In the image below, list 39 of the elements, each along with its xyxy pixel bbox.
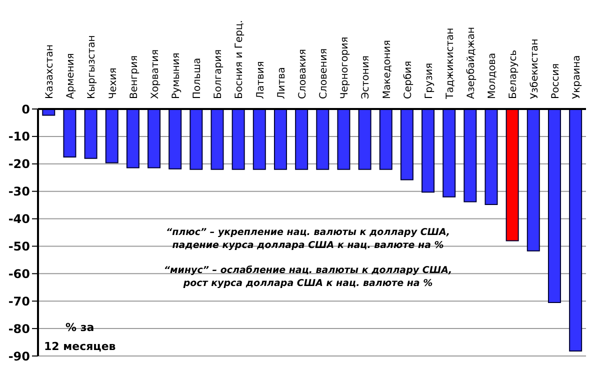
y-axis-title: % за 12 месяцев xyxy=(44,320,116,355)
x-tick-label: Казахстан xyxy=(44,44,56,99)
y-tick-label: -50 xyxy=(8,239,30,254)
y-tick-label: -60 xyxy=(8,266,30,281)
x-tick-label: Латвия xyxy=(255,61,266,99)
y-tick-label: -90 xyxy=(8,349,30,364)
x-tick-label: Босния и Герц. xyxy=(234,20,246,99)
x-tick-label: Сербия xyxy=(402,60,414,99)
x-tick-label: Молдова xyxy=(487,52,498,99)
y-tick-label: 0 xyxy=(22,102,30,116)
y-tick-label: -20 xyxy=(8,157,30,172)
x-tick-label: Украина xyxy=(571,55,582,99)
x-tick-label: Узбекистан xyxy=(529,38,540,99)
annotation: “плюс” – укрепление нац. валюты к доллару США, падение курса доллара США к нац. валюте на % xyxy=(164,226,451,252)
x-tick-label: Литва xyxy=(276,67,288,99)
y-tick-label: -40 xyxy=(8,212,30,226)
x-tick-label: Чехия xyxy=(108,68,119,99)
x-tick-label: Польша xyxy=(192,58,204,99)
x-tick-label: Румыния xyxy=(171,52,182,99)
x-tick-label: Азербайджан xyxy=(466,26,478,99)
x-tick-label: Таджикистан xyxy=(445,28,456,100)
y-tick-label: -80 xyxy=(8,322,30,336)
y-tick-label: -30 xyxy=(8,184,30,199)
y-tick-label: -10 xyxy=(8,130,30,144)
x-tick-label: Черногория xyxy=(340,36,351,99)
y-tick-label: -70 xyxy=(8,294,30,308)
x-tick-label: Грузия xyxy=(424,62,435,99)
x-tick-label: Венгрия xyxy=(128,55,140,99)
x-tick-label: Кыргызстан xyxy=(86,35,98,99)
x-tick-label: Словения xyxy=(318,48,330,99)
annotation: “минус” – ослабление нац. валюты к доллару США, рост курса доллара США к нац. валюте на % xyxy=(162,264,454,290)
x-tick-label: Беларусь xyxy=(508,50,520,99)
x-tick-label: Хорватия xyxy=(150,49,161,99)
x-tick-label: Словакия xyxy=(297,48,308,99)
x-tick-label: Македония xyxy=(382,40,393,99)
x-tick-label: Болгария xyxy=(213,49,224,99)
x-tick-label: Эстония xyxy=(360,56,372,99)
x-tick-label: Армения xyxy=(66,53,77,99)
x-tick-label: Россия xyxy=(550,63,562,99)
